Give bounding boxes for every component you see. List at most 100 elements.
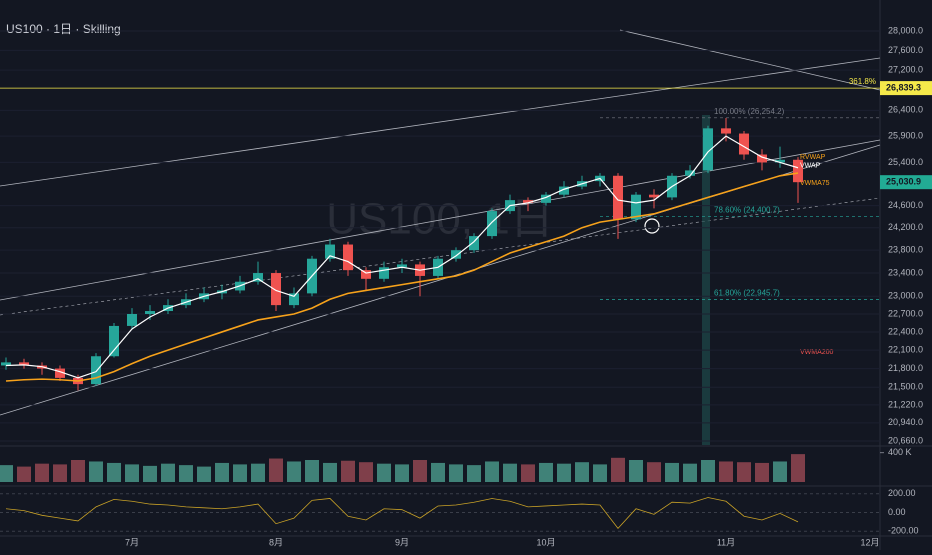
level-label: 78.60% (24,400.7) [714,206,780,215]
candle-body [559,186,569,195]
y-tick-label: 400 K [888,447,912,457]
volume-bar [323,462,337,482]
series-label: VWMA75 [800,180,830,187]
candle-body [1,362,11,366]
y-tick-label: 25,400.0 [888,157,923,167]
y-tick-label: 26,400.0 [888,105,923,115]
candle-body [721,128,731,134]
volume-bar [665,462,679,482]
candle-body [487,211,497,237]
volume-bar [179,465,193,482]
candle-body [145,311,155,315]
title: US100 · 1日 · Skilling [6,22,121,36]
candle-body [325,244,335,259]
volume-bar [395,464,409,482]
volume-bar [719,461,733,482]
volume-bar [683,463,697,482]
candle-body [523,200,533,203]
volume-bar [701,460,715,482]
volume-bar [539,462,553,482]
candle-body [613,175,623,220]
y-tick-label: 21,500.0 [888,382,923,392]
candle-body [361,270,371,279]
volume-bar [485,461,499,482]
price-tag [880,175,932,190]
candle-body [91,356,101,385]
y-tick-label: 22,100.0 [888,345,923,355]
y-tick-label: 23,000.0 [888,291,923,301]
price-tag-label: 26,839.3 [886,82,921,92]
y-tick-label: 21,220.0 [888,399,923,409]
volume-bar [341,460,355,482]
candle-body [541,194,551,203]
volume-bar [593,464,607,482]
y-tick-label: -200.00 [888,526,919,536]
candle-body [343,244,353,271]
indicator-line [5,172,799,382]
candle-body [757,154,767,163]
candle-body [451,250,461,259]
volume-bar [143,465,157,482]
volume-bar [413,460,427,482]
volume-bar [197,466,211,482]
level-label: 361.8% [849,77,876,86]
volume-bar [0,465,13,482]
candle-body [253,273,263,282]
volume-bar [521,464,535,482]
y-tick-label: 27,200.0 [888,64,923,74]
candle-body [775,159,785,163]
volume-bar [17,466,31,482]
y-tick-label: 23,800.0 [888,245,923,255]
y-tick-label: 22,700.0 [888,308,923,318]
y-tick-label: 28,000.0 [888,25,923,35]
price-tag [880,81,932,96]
volume-bar [35,463,49,482]
y-tick-label: 24,200.0 [888,222,923,232]
volume-bar [449,464,463,482]
y-tick-label: 21,800.0 [888,363,923,373]
volume-bar [755,462,769,482]
volume-bar [629,460,643,482]
volume-bar [503,463,517,482]
candle-body [703,128,713,171]
y-tick-label: 22,400.0 [888,326,923,336]
volume-bar [611,457,625,482]
volume-bar [737,462,751,482]
x-tick-label: 9月 [395,537,409,547]
x-tick-label: 7月 [125,537,139,547]
trendline [0,197,881,316]
indicator-label: VWMA200 [800,349,834,356]
volume-bar [773,461,787,482]
x-tick-label: 11月 [717,537,735,547]
volume-bar [89,461,103,482]
volume-bar [269,458,283,482]
candle-body [469,236,479,251]
volume-bar [791,454,805,482]
indicator-label: RVWAP [800,154,826,161]
volume-bar [377,463,391,482]
price-tag-label: 25,030.9 [886,177,921,187]
trendline [619,29,881,91]
volume-bar [233,464,247,482]
x-tick-label: 10月 [536,537,555,547]
y-tick-label: 27,600.0 [888,45,923,55]
x-tick-label: 12月 [860,537,879,547]
y-tick-label: 25,900.0 [888,131,923,141]
candle-body [685,170,695,176]
candle-body [649,194,659,198]
series-label: VWAP [800,163,821,170]
volume-bar [431,462,445,482]
candle-body [631,194,641,220]
candle-body [271,273,281,306]
y-tick-label: 20,940.0 [888,417,923,427]
volume-bar [251,463,265,482]
oscillator-line [5,497,799,530]
x-tick-label: 8月 [269,537,283,547]
volume-bar [557,463,571,482]
volume-bar [359,462,373,482]
y-tick-label: 23,400.0 [888,267,923,277]
volume-bar [71,460,85,482]
volume-bar [467,465,481,482]
